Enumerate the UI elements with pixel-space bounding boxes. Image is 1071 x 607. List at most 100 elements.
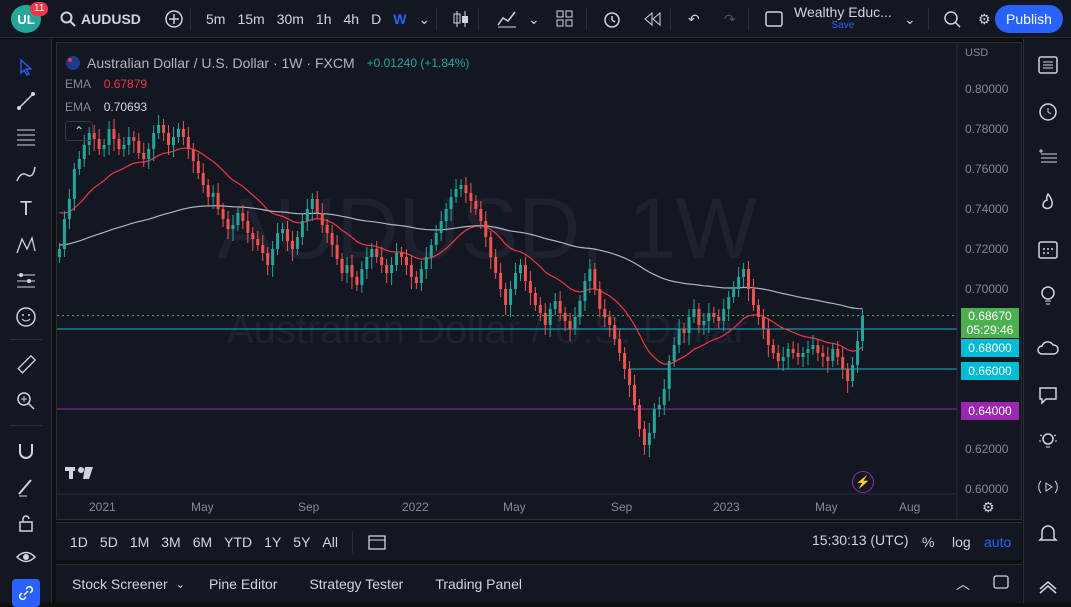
candle-body (677, 329, 681, 345)
range-5y[interactable]: 5Y (293, 533, 311, 550)
symbol-name: AUDUSD (81, 11, 141, 27)
quick-search-icon[interactable] (936, 5, 968, 33)
interval-30m[interactable]: 30m (276, 11, 304, 27)
brush-icon[interactable] (12, 159, 40, 187)
range-1m[interactable]: 1M (129, 533, 150, 550)
undo-icon[interactable]: ↶ (688, 10, 700, 27)
ideas-lightbulb-icon[interactable] (1034, 281, 1062, 309)
lightning-icon[interactable]: ⚡ (852, 471, 874, 493)
candle-body (652, 409, 656, 433)
alarm-clock-icon[interactable] (1034, 97, 1062, 125)
log-toggle[interactable]: log (952, 534, 971, 550)
interval-15m[interactable]: 15m (237, 11, 265, 27)
chart-area[interactable]: AUDUSD, 1W Australian Dollar / U.S. Doll… (56, 42, 1022, 520)
price-chart[interactable]: AUDUSD, 1W Australian Dollar / U.S. Doll… (57, 43, 1021, 519)
panel-toggle-icon[interactable] (1034, 571, 1062, 599)
range-3m[interactable]: 3M (161, 533, 181, 550)
panel-collapse-icon[interactable]: ︿ (956, 576, 970, 592)
tab-stock-screener[interactable]: Stock Screener ⌄ (72, 576, 185, 592)
price-tick-label: 0.60000 (965, 482, 1009, 496)
percent-toggle[interactable]: % (922, 534, 935, 550)
calendar-icon[interactable] (1034, 235, 1062, 263)
candle-body (588, 269, 592, 281)
tab-strategy-tester[interactable]: Strategy Tester (309, 576, 404, 592)
candle-body (72, 169, 76, 199)
interval-1h[interactable]: 1h (315, 11, 332, 27)
trend-line-icon[interactable] (12, 87, 40, 115)
auto-toggle[interactable]: auto (984, 534, 1012, 550)
alert-icon[interactable] (596, 5, 628, 33)
lock-icon[interactable] (12, 509, 40, 537)
range-5d[interactable]: 5D (99, 533, 118, 550)
prediction-icon[interactable] (12, 267, 40, 295)
currency-selector[interactable]: USD (965, 47, 989, 59)
panel-maximize-icon[interactable] (992, 574, 1010, 593)
range-1d[interactable]: 1D (70, 533, 88, 550)
range-6m[interactable]: 6M (192, 533, 213, 550)
notification-bell-icon[interactable] (1034, 519, 1062, 547)
candle-body (851, 365, 855, 381)
tab-pine-editor[interactable]: Pine Editor (208, 576, 278, 592)
collapse-legend-icon[interactable]: ⌃ (65, 121, 93, 141)
candles-icon[interactable] (446, 5, 476, 33)
tab-trading-panel[interactable]: Trading Panel (435, 576, 522, 592)
chart-settings-gear-icon[interactable]: ⚙ (982, 499, 995, 515)
candle-body (861, 315, 865, 341)
ema-slow-row[interactable]: EMA 0.70693 (65, 100, 147, 114)
chat-icon[interactable] (1034, 381, 1062, 409)
candle-body (841, 357, 845, 369)
date-range-icon[interactable] (361, 528, 393, 556)
text-tool-icon[interactable]: T (19, 197, 33, 220)
candle-body (821, 353, 825, 357)
hotlist-fire-icon[interactable] (1034, 189, 1062, 217)
indicators-icon[interactable] (490, 5, 524, 33)
candle-body (157, 125, 161, 133)
interval-5m[interactable]: 5m (206, 11, 226, 27)
ema-fast-row[interactable]: EMA 0.67879 (65, 77, 147, 91)
replay-icon[interactable] (636, 5, 668, 33)
cloud-streams-icon[interactable] (1034, 335, 1062, 363)
candle-body (137, 141, 141, 153)
tradingview-logo-icon (65, 463, 99, 487)
symbol-search[interactable]: AUDUSD (60, 5, 141, 33)
interval-d[interactable]: D (371, 11, 382, 27)
watchlist-icon[interactable] (1034, 51, 1062, 79)
price-tick-label: 0.74000 (965, 202, 1009, 216)
add-symbol-icon[interactable] (158, 5, 190, 33)
range-all[interactable]: All (322, 533, 338, 550)
range-ytd[interactable]: YTD (224, 533, 253, 550)
publish-button[interactable]: Publish (995, 5, 1063, 33)
candle-body (181, 129, 185, 137)
legend-title-row[interactable]: Australian Dollar / U.S. Dollar · 1W · F… (65, 51, 469, 75)
clock[interactable]: 15:30:13 (UTC) (812, 532, 909, 548)
add-list-icon[interactable] (1034, 143, 1062, 171)
ruler-icon[interactable] (12, 351, 40, 379)
eye-icon[interactable] (12, 543, 40, 571)
zoom-in-icon[interactable] (12, 387, 40, 415)
pattern-icon[interactable] (12, 231, 40, 259)
magnet-icon[interactable] (12, 437, 40, 465)
settings-gear-icon[interactable]: ⚙ (978, 10, 991, 27)
redo-icon[interactable]: ↷ (724, 10, 736, 27)
candle-body (667, 361, 671, 389)
fullscreen-toggle-icon[interactable] (758, 5, 790, 33)
layout-grid-icon[interactable] (550, 5, 580, 33)
interval-dropdown-icon[interactable]: ⌄ (418, 10, 431, 27)
tips-icon[interactable] (1034, 427, 1062, 455)
interval-4h[interactable]: 4h (343, 11, 360, 27)
fib-retracement-icon[interactable] (12, 123, 40, 151)
link-icon[interactable] (12, 579, 40, 607)
layout-dropdown-icon[interactable]: ⌄ (904, 10, 916, 27)
indicators-dropdown-icon[interactable]: ⌄ (528, 10, 540, 27)
candle-body (801, 353, 805, 357)
range-1y[interactable]: 1Y (264, 533, 282, 550)
layout-name[interactable]: Wealthy Educ... Save (794, 5, 892, 33)
candle-body (737, 277, 741, 289)
broadcast-icon[interactable] (1034, 473, 1062, 501)
emoji-icon[interactable] (12, 303, 40, 331)
candle-body (806, 349, 810, 353)
candle-body (732, 289, 736, 297)
stay-in-drawing-icon[interactable] (12, 473, 40, 501)
interval-w[interactable]: W (393, 11, 407, 27)
cursor-icon[interactable] (12, 53, 40, 81)
